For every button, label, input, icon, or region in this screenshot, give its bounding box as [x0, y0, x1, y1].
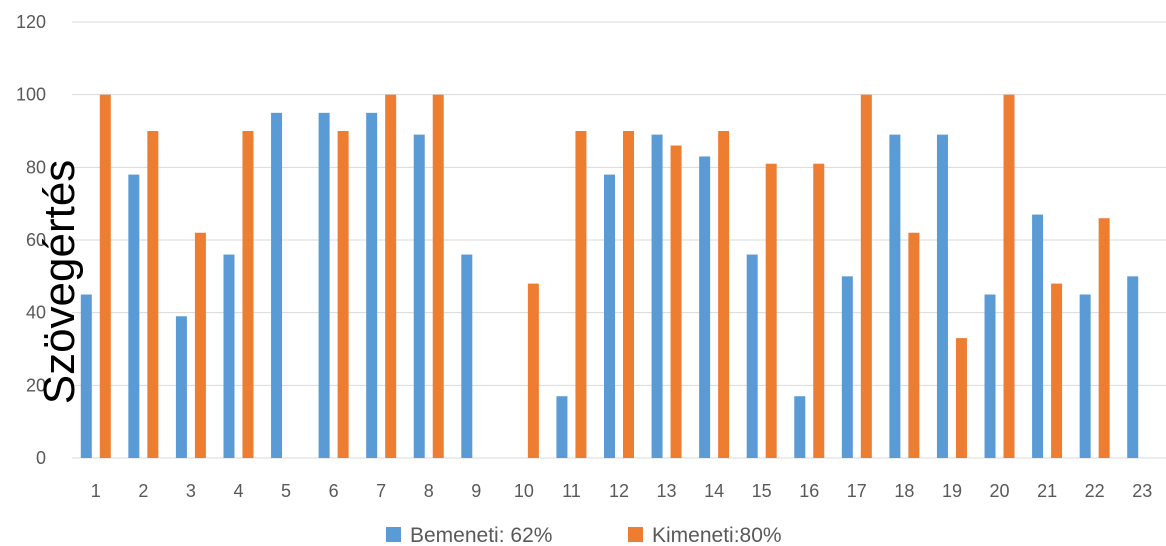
bar-series2-cat13 [670, 145, 682, 459]
y-axis-ticks: 0 20 40 60 80 100 120 [16, 12, 46, 468]
x-tick-label: 10 [514, 481, 534, 501]
bar-series2-cat3 [194, 232, 206, 458]
x-tick-label: 14 [704, 481, 724, 501]
y-tick-label: 120 [16, 12, 46, 32]
x-tick-label: 12 [609, 481, 629, 501]
x-tick-label: 1 [91, 481, 101, 501]
bar-series1-cat13 [651, 134, 663, 458]
bar-series2-cat18 [908, 232, 920, 458]
bar-series2-cat22 [1098, 218, 1110, 458]
x-tick-label: 18 [894, 481, 914, 501]
gridlines [72, 21, 1166, 459]
bar-series1-cat11 [556, 396, 568, 458]
bar-series1-cat19 [936, 134, 948, 458]
y-tick-label: 60 [26, 230, 46, 250]
bar-series2-cat6 [337, 131, 349, 458]
bar-series2-cat8 [432, 94, 444, 459]
y-axis-label: Szövegértés [35, 160, 84, 405]
bar-series1-cat4 [223, 254, 235, 458]
bar-series1-cat20 [984, 294, 996, 458]
bar-series1-cat8 [413, 134, 425, 458]
bar-series1-cat16 [794, 396, 806, 458]
bar-series2-cat2 [147, 131, 159, 458]
bar-series2-cat17 [860, 94, 872, 459]
bar-series1-cat21 [1032, 214, 1044, 458]
x-tick-label: 17 [847, 481, 867, 501]
legend-label-1: Bemeneti: 62% [410, 524, 552, 546]
bar-series1-cat1 [80, 294, 92, 458]
x-tick-label: 22 [1085, 481, 1105, 501]
x-tick-label: 23 [1132, 481, 1152, 501]
y-tick-label: 100 [16, 85, 46, 105]
bar-series2-cat21 [1051, 283, 1063, 458]
x-tick-label: 2 [138, 481, 148, 501]
bar-series1-cat22 [1079, 294, 1091, 458]
x-tick-label: 16 [799, 481, 819, 501]
bar-series1-cat2 [128, 174, 140, 458]
y-tick-label: 40 [26, 303, 46, 323]
bar-series1-cat17 [841, 276, 853, 458]
bar-series1-cat23 [1127, 276, 1139, 458]
x-tick-label: 11 [562, 481, 581, 501]
bar-series2-cat14 [718, 131, 730, 458]
x-tick-label: 5 [281, 481, 291, 501]
bar-series1-cat12 [604, 174, 615, 458]
bar-series2-cat15 [765, 163, 777, 458]
x-tick-label: 3 [186, 481, 196, 501]
bar-series2-cat16 [813, 163, 825, 458]
bar-series1-cat9 [461, 254, 473, 458]
legend: Bemeneti: 62% Kimeneti:80% [386, 524, 782, 546]
bar-series2-cat11 [575, 131, 587, 458]
bar-series1-cat5 [271, 112, 283, 458]
bar-series1-cat14 [699, 156, 711, 458]
x-tick-label: 13 [657, 481, 677, 501]
legend-swatch-1 [386, 527, 401, 542]
x-tick-label: 9 [471, 481, 481, 501]
bar-series2-cat10 [527, 283, 539, 458]
x-axis-ticks: 1 2 3 4 5 6 7 8 9 10 11 12 13 14 15 16 17 18 19 20 21 22 23 [91, 481, 1152, 501]
bar-series2-cat20 [1003, 94, 1015, 459]
bars [80, 94, 1139, 459]
bar-series1-cat18 [889, 134, 901, 458]
x-tick-label: 20 [990, 481, 1010, 501]
bar-series2-cat12 [623, 131, 634, 458]
x-tick-label: 7 [376, 481, 386, 501]
x-tick-label: 6 [329, 481, 339, 501]
x-tick-label: 4 [233, 481, 243, 501]
legend-swatch-2 [628, 527, 643, 542]
bar-series1-cat7 [366, 112, 378, 458]
x-tick-label: 15 [752, 481, 772, 501]
legend-label-2: Kimeneti:80% [652, 524, 782, 546]
y-tick-label: 0 [36, 448, 46, 468]
y-tick-label: 20 [26, 375, 46, 395]
x-tick-label: 19 [942, 481, 962, 501]
y-tick-label: 80 [26, 157, 46, 177]
bar-series2-cat7 [385, 94, 397, 459]
bar-series1-cat15 [746, 254, 758, 458]
x-tick-label: 21 [1037, 481, 1057, 501]
bar-series2-cat1 [99, 94, 111, 459]
bar-series2-cat19 [955, 338, 967, 458]
bar-series2-cat4 [242, 131, 254, 458]
bar-series1-cat6 [318, 112, 330, 458]
x-tick-label: 8 [424, 481, 434, 501]
bar-series1-cat3 [175, 316, 187, 458]
